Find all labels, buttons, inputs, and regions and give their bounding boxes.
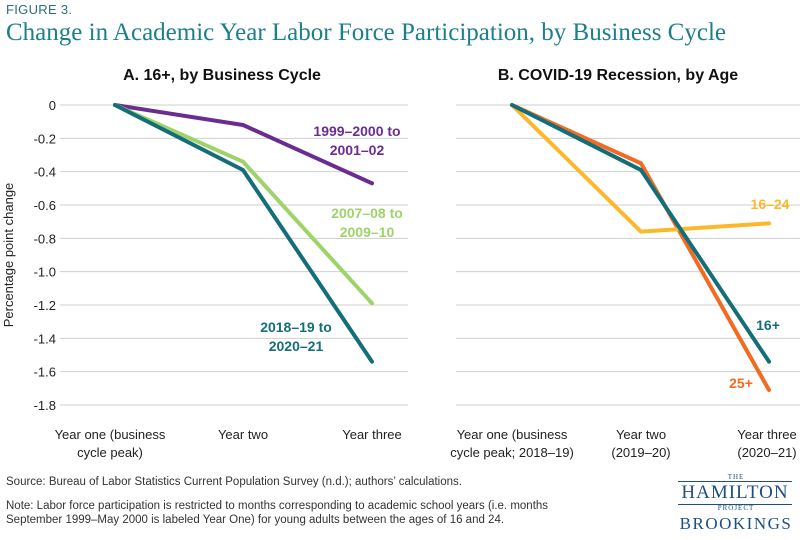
x-tick-label: cycle peak; 2018–19) [450,445,574,460]
y-tick-label: -1.6 [34,365,56,380]
y-tick-label: 0 [49,98,56,113]
x-tick-label: Year two [616,427,666,442]
panel-title: B. COVID-19 Recession, by Age [498,67,738,84]
y-tick-label: -1.2 [34,298,56,313]
methodology-note: Note: Labor force participation is restr… [6,499,606,527]
x-tick-label: Year two [218,427,268,442]
logo-the: THE [727,473,745,481]
x-tick-label: Year one (business [457,427,568,442]
x-tick-label: (2019–20) [611,445,670,460]
panel-title: A. 16+, by Business Cycle [123,67,321,84]
figure-title: Change in Academic Year Labor Force Part… [6,19,726,46]
x-tick-label: Year three [737,427,797,442]
y-axis-label: Percentage point change [1,183,16,328]
note-line-1: Note: Labor force participation is restr… [6,500,549,512]
series-label: 2001–02 [330,142,385,158]
y-tick-label: -0.4 [34,165,56,180]
y-tick-label: -0.2 [34,131,56,146]
series-label: 16+ [756,317,780,333]
series-label: 25+ [729,375,753,391]
x-tick-label: Year three [342,427,402,442]
source-note: Source: Bureau of Labor Statistics Curre… [6,476,462,488]
series-label: 2018–19 to [260,319,332,335]
series-label: 2009–10 [340,224,395,240]
y-tick-label: -1.8 [34,398,56,413]
panel-a: 0 -0.2 -0.4 -0.6 -0.8 -1.0 -1.2 -1.4 -1.6 -1.8 Per… [1,67,408,460]
note-line-2: September 1999–May 2000 is labeled Year … [6,514,505,526]
charts-canvas: 0 -0.2 -0.4 -0.6 -0.8 -1.0 -1.2 -1.4 -1.6 -1.8 Per… [1,67,800,460]
y-tick-label: -0.8 [34,231,56,246]
series-label: 2020–21 [269,338,324,354]
series-label: 16–24 [751,196,790,212]
series-line [510,103,771,392]
hamilton-brookings-logo: THE HAMILTON PROJECT BROOKINGS [676,473,796,535]
y-tick-label: -1.4 [34,331,56,346]
panel-b: B. COVID-19 Recession, by Age Year one (b… [450,67,800,460]
logo-project: PROJECT [717,504,755,512]
series-label: 2007–08 to [331,205,403,221]
x-tick-label: cycle peak) [77,445,143,460]
figure-label: FIGURE 3. [6,2,73,17]
x-tick-label: Year one (business [55,427,166,442]
series-label: 1999–2000 to [313,123,400,139]
y-tick-label: -1.0 [34,265,56,280]
y-tick-label: -0.6 [34,198,56,213]
logo-hamilton: HAMILTON [678,481,792,505]
x-tick-label: (2020–21) [737,445,796,460]
logo-brookings: BROOKINGS [679,514,793,533]
